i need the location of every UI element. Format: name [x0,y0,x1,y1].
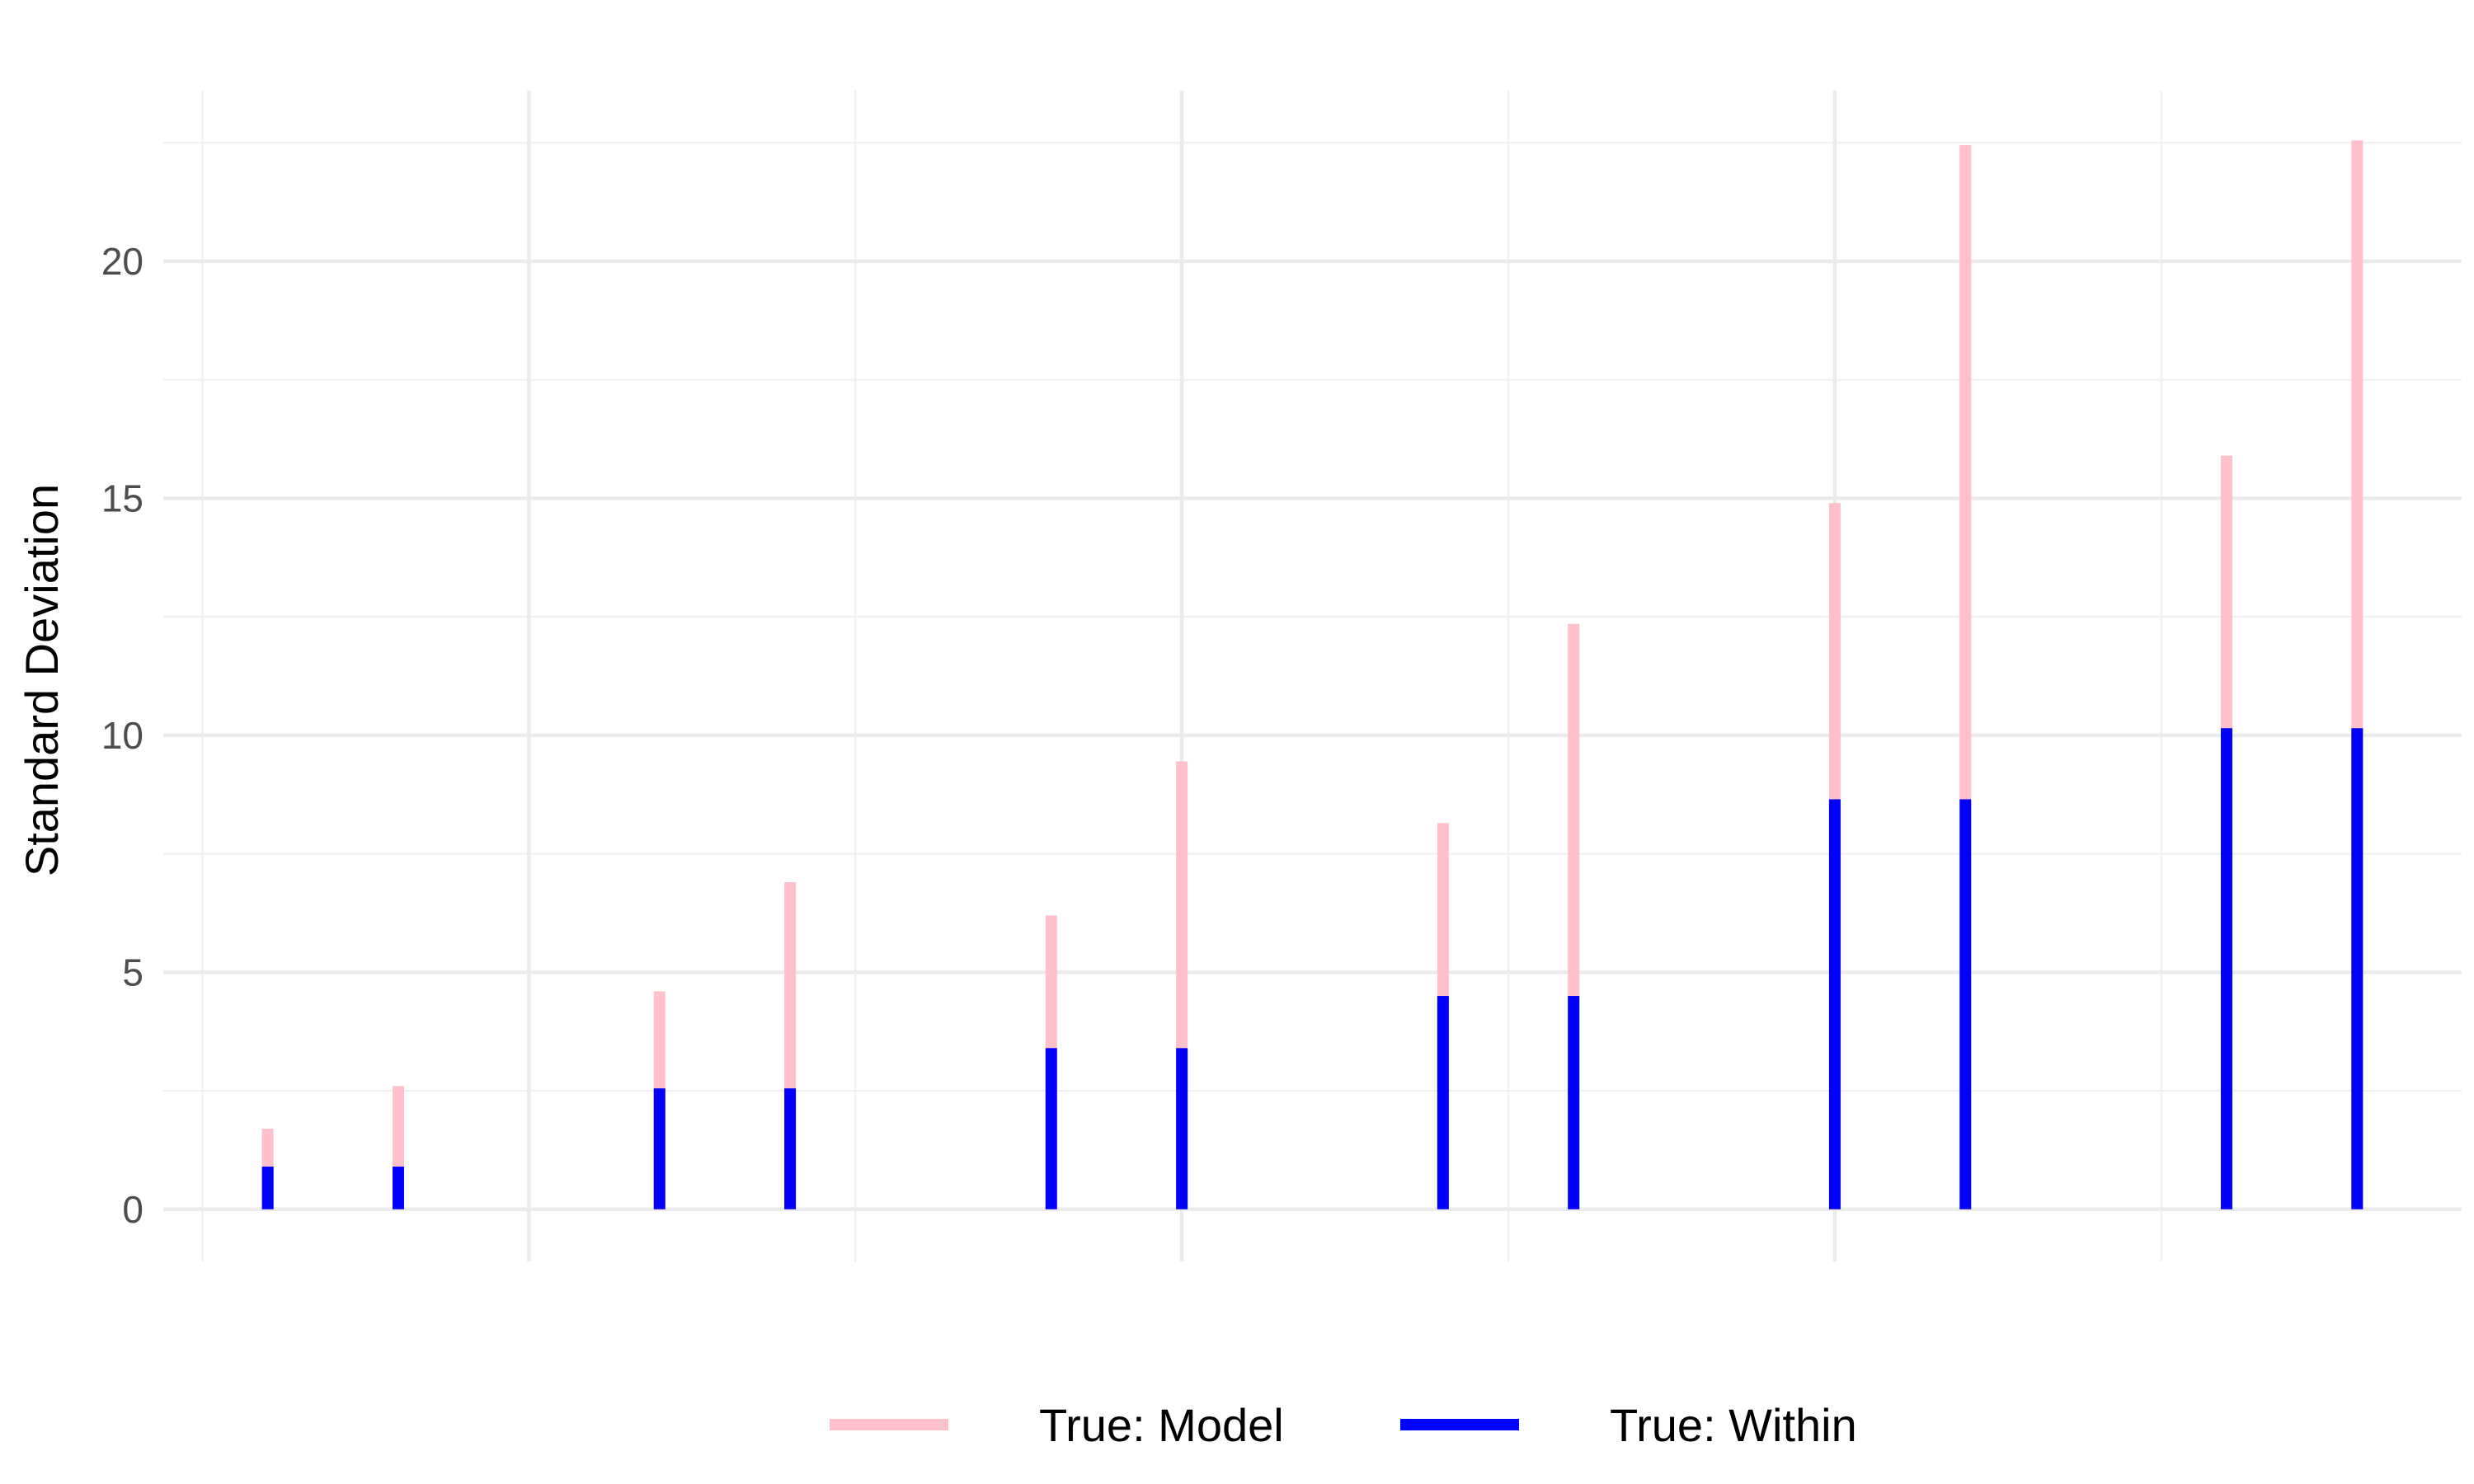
bar-within [1437,996,1449,1209]
y-tick-label: 10 [101,714,143,757]
y-tick-labels: 0 5 10 15 20 [101,240,143,1231]
bar-within [393,1167,405,1209]
bar-within [261,1167,274,1209]
grid-major-y [163,259,2462,1211]
bar-within [1959,799,1972,1209]
bar-within [653,1088,666,1209]
bar-within [1045,1048,1057,1209]
grid-minor-x [201,91,2162,1261]
bar-within [2220,728,2232,1209]
bars [261,140,2363,1209]
bar-within [1176,1048,1188,1209]
grid [163,91,2462,1261]
legend: True: Model True: Within [830,1399,1857,1451]
bar-within [2351,728,2363,1209]
legend-label-within: True: Within [1610,1399,1857,1451]
grid-minor-y [163,142,2462,1092]
y-tick-label: 5 [122,951,143,993]
bar-within [784,1088,797,1209]
y-axis-title: Standard Deviation [16,484,68,876]
bar-within [1568,996,1580,1209]
y-tick-label: 20 [101,240,143,283]
legend-label-model: True: Model [1039,1399,1284,1451]
y-tick-label: 15 [101,477,143,519]
y-tick-label: 0 [122,1188,143,1231]
bar-within [1828,799,1841,1209]
